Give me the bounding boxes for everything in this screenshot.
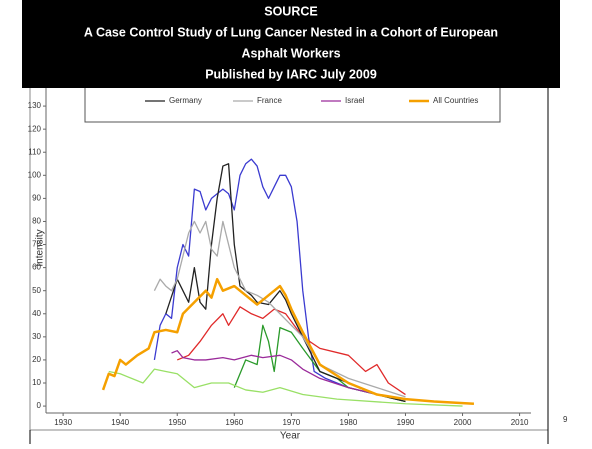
series-line (176, 306, 406, 396)
legend-label: Germany (169, 96, 202, 105)
x-tick-label: 1980 (340, 418, 358, 427)
legend-label: All Countries (433, 96, 478, 105)
y-tick-label: 40 (32, 309, 41, 318)
y-tick-label: 60 (32, 263, 41, 272)
x-axis-label: Year (280, 431, 301, 442)
y-tick-label: 0 (37, 401, 42, 410)
banner-line: SOURCE (264, 4, 317, 18)
x-tick-label: 1960 (225, 418, 243, 427)
banner (22, 0, 560, 88)
x-tick-label: 1930 (54, 418, 72, 427)
x-tick-label: 1940 (111, 418, 129, 427)
y-tick-label: 80 (32, 217, 41, 226)
banner-line: A Case Control Study of Lung Cancer Nest… (84, 25, 498, 39)
banner-line: Published by IARC July 2009 (205, 67, 377, 81)
x-tick-label: 1950 (168, 418, 186, 427)
legend-label: Israel (345, 96, 365, 105)
page-number: 9 (563, 415, 568, 424)
series-line (153, 220, 406, 398)
series-line (233, 324, 406, 403)
y-tick-label: 20 (32, 355, 41, 364)
y-tick-label: 90 (32, 193, 41, 202)
y-tick-label: 70 (32, 240, 41, 249)
y-tick-label: 120 (28, 124, 42, 133)
series-line (101, 277, 475, 406)
y-tick-label: 110 (28, 147, 41, 156)
series-line (108, 368, 463, 407)
y-tick-label: 130 (28, 101, 42, 110)
banner-line: Asphalt Workers (241, 46, 340, 60)
x-tick-label: 2000 (454, 418, 472, 427)
y-tick-label: 100 (28, 170, 42, 179)
y-tick-label: 10 (32, 378, 41, 387)
y-tick-label: 30 (32, 332, 41, 341)
series-line (171, 350, 406, 400)
x-tick-label: 1970 (282, 418, 300, 427)
y-tick-label: 50 (32, 286, 41, 295)
x-tick-label: 2010 (511, 418, 529, 427)
legend-label: France (257, 96, 282, 105)
y-axis-label: Intensity (35, 229, 46, 266)
x-tick-label: 1990 (397, 418, 415, 427)
